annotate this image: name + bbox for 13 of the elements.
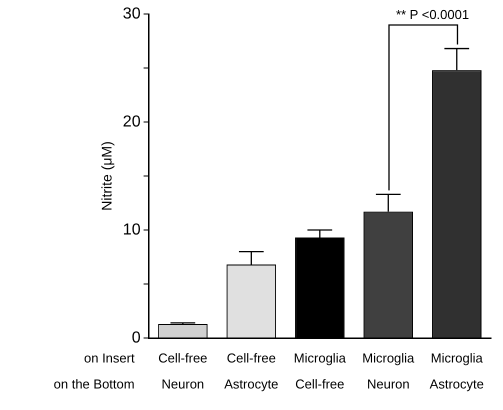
y-tick-label: 20 — [122, 113, 141, 130]
x-tick-label: Microglia Neuron — [362, 350, 416, 392]
annotation: ** P <0.0001 — [396, 7, 470, 22]
x-tick-label: Cell-free Neuron — [158, 350, 208, 392]
y-tick-label: 30 — [122, 5, 141, 22]
x-tick-label: Cell-free Astrocyte — [224, 350, 278, 392]
text: on the Bottom — [54, 376, 135, 392]
y-axis-title: Nitrite (μM) — [98, 141, 114, 211]
x-tick-label: Microglia Astrocyte — [430, 350, 484, 392]
y-tick-label: 0 — [132, 329, 141, 346]
x-tick-label: Microglia Cell-free — [294, 350, 347, 392]
y-tick-label: 10 — [122, 221, 141, 238]
text: on Insert — [84, 350, 135, 366]
